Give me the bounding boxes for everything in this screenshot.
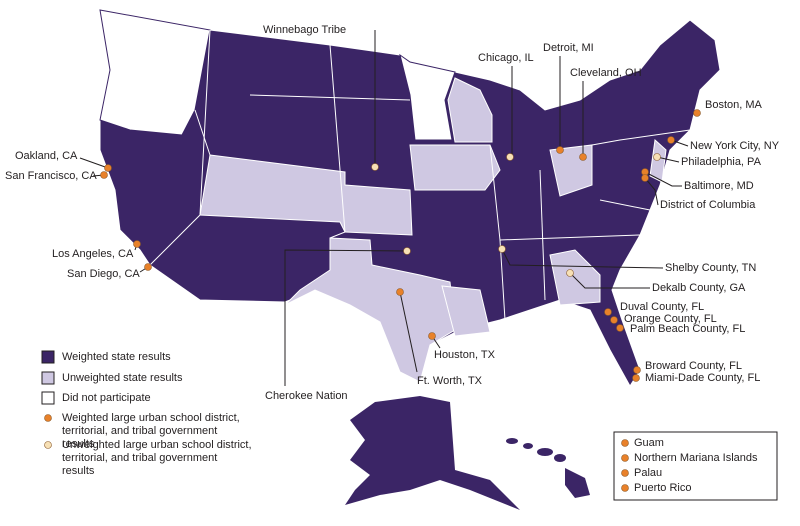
- territory-dot: [621, 484, 629, 492]
- place-label: Cherokee Nation: [265, 390, 348, 402]
- place-label: District of Columbia: [660, 199, 756, 211]
- mainland: [99, 9, 721, 387]
- place-dot: [667, 136, 675, 144]
- places: Winnebago Tribe Chicago, IL Detroit, MI Cle…: [5, 24, 780, 402]
- territory-label: Guam: [634, 437, 664, 449]
- place-dot: [632, 374, 640, 382]
- legend-label: Weighted large urban school district, ter…: [62, 412, 240, 450]
- leader-line: [284, 249, 408, 386]
- place-label: Shelby County, TN: [665, 262, 756, 274]
- territories-box: [613, 431, 778, 501]
- state-borders: [149, 29, 691, 321]
- place-label: Dekalb County, GA: [652, 282, 746, 294]
- place-label: Oakland, CA: [15, 150, 78, 162]
- place-dot: [566, 269, 574, 277]
- place-label: Orange County, FL: [624, 313, 717, 325]
- leader-line: [644, 171, 682, 187]
- place-dot: [144, 263, 152, 271]
- place-dot: [604, 308, 612, 316]
- place-dot: [371, 163, 379, 171]
- legend: Weighted state results Unweighted state r…: [41, 350, 252, 477]
- territory-label: Puerto Rico: [634, 482, 691, 494]
- place-dot: [428, 332, 436, 340]
- place-label: Philadelphia, PA: [681, 156, 762, 168]
- place-label: Winnebago Tribe: [263, 24, 346, 36]
- leader-line: [79, 157, 109, 169]
- place-label: Boston, MA: [705, 99, 763, 111]
- place-label: Los Angeles, CA: [52, 248, 134, 260]
- legend-swatch: [41, 350, 55, 364]
- territory-dot: [621, 469, 629, 477]
- place-label: Detroit, MI: [543, 42, 594, 54]
- place-dot: [396, 288, 404, 296]
- place-dot: [506, 153, 514, 161]
- place-dot: [641, 174, 649, 182]
- place-dot: [653, 153, 661, 161]
- place-label: San Francisco, CA: [5, 170, 97, 182]
- legend-label: Unweighted state results: [62, 372, 183, 384]
- legend-dot: [44, 441, 52, 449]
- territory-label: Northern Mariana Islands: [634, 452, 758, 464]
- territory-label: Palau: [634, 467, 662, 479]
- territories: Guam Northern Mariana Islands Palau Puerto …: [621, 437, 758, 494]
- legend-label: Unweighted large urban school district, t…: [62, 439, 252, 477]
- territory-dot: [621, 439, 629, 447]
- place-label: Baltimore, MD: [684, 180, 754, 192]
- hawaii: [506, 438, 590, 498]
- leader-line: [399, 291, 418, 373]
- place-dot: [133, 240, 141, 248]
- place-label: Ft. Worth, TX: [417, 375, 483, 387]
- did-not-participate-west: [99, 9, 211, 136]
- place-label: Miami-Dade County, FL: [645, 372, 760, 384]
- place-dot: [616, 324, 624, 332]
- place-label: Cleveland, OH: [570, 67, 642, 79]
- place-label: Duval County, FL: [620, 301, 704, 313]
- place-dot: [633, 366, 641, 374]
- place-dot: [403, 247, 411, 255]
- did-not-participate-mn: [399, 53, 456, 141]
- alaska: [345, 396, 520, 510]
- place-label: San Diego, CA: [67, 268, 140, 280]
- legend-swatch: [41, 391, 55, 405]
- place-label: New York City, NY: [690, 140, 780, 152]
- place-dot: [693, 109, 701, 117]
- legend-label: Weighted state results: [62, 351, 171, 363]
- place-label: Houston, TX: [434, 349, 496, 361]
- place-dot: [100, 171, 108, 179]
- place-dot: [610, 316, 618, 324]
- leader-line: [569, 272, 650, 289]
- legend-label: Did not participate: [62, 392, 151, 404]
- place-label: Broward County, FL: [645, 360, 742, 372]
- place-dot: [579, 153, 587, 161]
- place-label: Chicago, IL: [478, 52, 534, 64]
- legend-dot: [44, 414, 52, 422]
- unweighted-states: [199, 77, 667, 383]
- place-dot: [104, 164, 112, 172]
- leader-line: [501, 248, 664, 269]
- place-dot: [498, 245, 506, 253]
- territory-dot: [621, 454, 629, 462]
- place-dot: [556, 146, 564, 154]
- legend-swatch: [41, 371, 55, 385]
- place-label: Palm Beach County, FL: [630, 323, 745, 335]
- leader-line: [644, 177, 659, 206]
